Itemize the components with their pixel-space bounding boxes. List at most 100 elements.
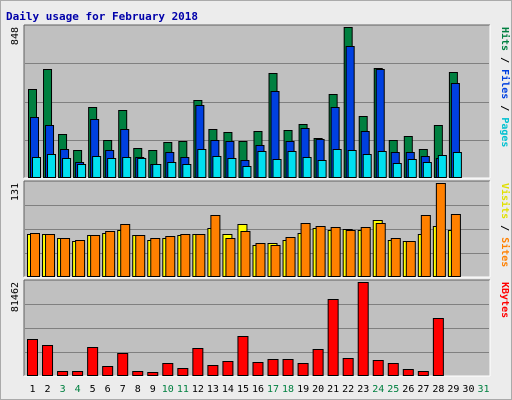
bar-pages-day-6 [107,158,117,178]
bar-sites-day-6 [105,231,116,277]
day-label-21: 21 [327,384,339,395]
bar-kbytes-day-1 [27,339,38,376]
bar-sites-day-12 [195,234,206,277]
day-label-15: 15 [237,384,249,395]
bar-sites-day-27 [420,215,431,277]
bar-pages-day-5 [92,156,102,178]
day-label-3: 3 [60,384,66,395]
legend-item-hits: Hits [499,27,511,51]
bar-sites-day-20 [315,226,326,277]
day-label-7: 7 [120,384,126,395]
day-label-8: 8 [135,384,141,395]
bar-pages-day-17 [272,159,282,178]
bar-sites-day-16 [255,243,266,277]
bar-pages-day-28 [437,155,447,178]
bar-sites-day-17 [270,245,281,277]
bar-sites-day-4 [75,240,86,277]
day-label-6: 6 [105,384,111,395]
bar-kbytes-day-27 [417,371,429,376]
bar-sites-day-26 [405,241,416,277]
bar-pages-day-4 [77,164,87,178]
bar-kbytes-day-23 [357,282,369,376]
day-label-24: 24 [372,384,384,395]
day-label-11: 11 [177,384,189,395]
bar-pages-day-16 [257,151,267,178]
bar-kbytes-day-13 [207,365,219,376]
bar-pages-day-18 [287,151,297,178]
bar-pages-day-25 [392,163,402,178]
day-label-23: 23 [357,384,369,395]
bar-kbytes-day-18 [282,359,294,376]
bottom-panel-ymax-label: 81462 [10,282,21,312]
day-label-27: 27 [417,384,429,395]
bar-pages-day-24 [377,151,387,178]
bar-sites-day-1 [30,233,40,277]
legend-separator: / [499,99,510,117]
day-label-9: 9 [150,384,156,395]
bar-pages-day-2 [47,154,57,178]
legend-item-kbytes: KBytes [499,282,510,318]
bar-kbytes-day-19 [297,363,309,376]
bar-sites-day-3 [60,238,71,277]
day-label-18: 18 [282,384,294,395]
bar-sites-day-9 [150,238,161,277]
bar-pages-day-1 [32,157,41,178]
bar-kbytes-day-2 [42,345,54,376]
bar-sites-day-14 [225,238,236,277]
bar-pages-day-11 [182,164,192,178]
day-label-2: 2 [45,384,51,395]
bar-kbytes-day-12 [192,348,204,376]
legend-item-pages: Pages [499,117,510,147]
bar-sites-day-19 [300,223,311,277]
bar-kbytes-day-7 [117,353,129,376]
bar-sites-day-18 [285,237,296,277]
bar-sites-day-11 [180,234,191,277]
bar-kbytes-day-11 [177,368,189,376]
top-panel-legend: Hits / Files / Pages [499,27,511,147]
legend-item-visits: Visits [499,183,511,219]
day-label-17: 17 [267,384,279,395]
bar-sites-day-21 [330,227,341,277]
bar-kbytes-day-24 [372,360,384,376]
bar-pages-day-9 [152,164,162,178]
day-label-14: 14 [222,384,234,395]
bar-kbytes-day-16 [252,362,264,376]
bar-sites-day-22 [345,230,356,277]
bar-sites-day-28 [435,183,446,277]
bar-kbytes-day-6 [102,366,114,376]
bar-sites-day-15 [240,231,251,277]
day-label-25: 25 [387,384,399,395]
day-label-16: 16 [252,384,264,395]
bar-kbytes-day-17 [267,359,279,376]
bar-kbytes-day-8 [132,371,144,376]
bar-pages-day-15 [242,166,252,178]
bar-kbytes-day-15 [237,336,249,376]
bar-sites-day-7 [120,224,131,277]
bar-pages-day-29 [452,152,462,178]
legend-item-files: Files [499,69,511,99]
bar-sites-day-13 [210,215,221,277]
bar-sites-day-5 [90,235,101,277]
bar-pages-day-22 [347,150,357,178]
top-panel-ymax-label: 848 [10,27,21,45]
day-label-26: 26 [402,384,414,395]
day-label-30: 30 [462,384,474,395]
chart-title: Daily usage for February 2018 [6,10,198,23]
bar-pages-day-12 [197,149,207,178]
mid-panel-ymax-label: 131 [10,183,21,201]
day-label-12: 12 [192,384,204,395]
bar-kbytes-day-21 [327,299,339,376]
day-label-1: 1 [30,384,36,395]
day-label-13: 13 [207,384,219,395]
day-label-4: 4 [75,384,81,395]
bar-pages-day-14 [227,158,237,178]
day-label-28: 28 [432,384,444,395]
legend-separator: / [499,51,510,69]
bar-pages-day-20 [317,160,327,178]
bar-kbytes-day-9 [147,372,159,376]
bar-pages-day-26 [407,159,417,178]
bottom-panel-legend: KBytes [499,282,510,318]
bar-pages-day-13 [212,156,222,178]
bar-kbytes-day-20 [312,349,324,376]
